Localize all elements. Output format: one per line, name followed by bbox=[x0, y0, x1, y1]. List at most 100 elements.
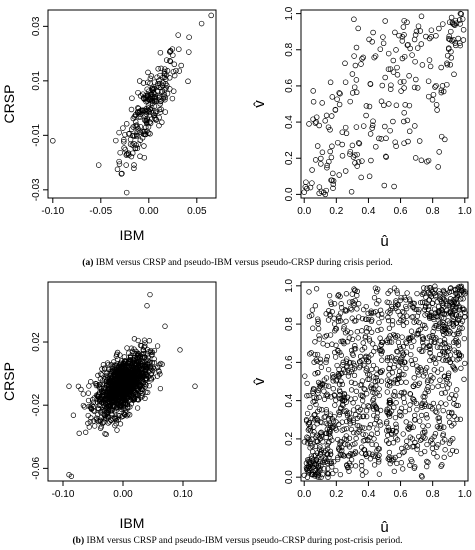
data-point bbox=[363, 303, 369, 310]
data-point bbox=[107, 419, 113, 425]
data-point bbox=[396, 393, 402, 399]
x-tick-label: 0.6 bbox=[394, 489, 408, 500]
data-point bbox=[412, 155, 419, 161]
data-point bbox=[304, 410, 311, 417]
data-point bbox=[401, 371, 407, 378]
data-point bbox=[114, 404, 120, 410]
data-point bbox=[457, 21, 463, 27]
data-point bbox=[348, 307, 355, 313]
data-point bbox=[430, 91, 437, 98]
y-tick-label: 0.2 bbox=[284, 432, 295, 446]
data-point bbox=[147, 131, 153, 137]
data-point bbox=[352, 363, 358, 369]
data-point bbox=[407, 391, 414, 397]
data-point bbox=[431, 290, 437, 297]
data-point bbox=[80, 402, 87, 409]
data-point bbox=[385, 66, 392, 72]
data-point bbox=[324, 353, 331, 360]
data-point bbox=[423, 294, 429, 300]
y-tick-label: 0.2 bbox=[284, 151, 295, 165]
data-point bbox=[462, 360, 468, 367]
data-point bbox=[119, 170, 125, 177]
data-point bbox=[353, 412, 359, 418]
data-point bbox=[358, 61, 364, 67]
data-point bbox=[460, 287, 466, 293]
data-point bbox=[408, 351, 414, 358]
data-point bbox=[451, 331, 457, 338]
data-point bbox=[460, 27, 467, 33]
data-point bbox=[306, 436, 312, 443]
x-tick-label: 0.0 bbox=[297, 489, 311, 500]
data-point bbox=[447, 359, 453, 365]
data-point bbox=[424, 463, 430, 470]
x-tick-label: -0.10 bbox=[52, 489, 75, 500]
data-point bbox=[442, 390, 448, 396]
data-point bbox=[97, 385, 103, 391]
data-point bbox=[356, 314, 362, 320]
data-point bbox=[116, 158, 122, 165]
data-point bbox=[446, 419, 453, 426]
data-point bbox=[455, 316, 461, 323]
data-point bbox=[441, 454, 447, 460]
data-point bbox=[411, 84, 418, 91]
data-point bbox=[330, 418, 337, 425]
data-point bbox=[324, 470, 330, 477]
data-point bbox=[162, 94, 169, 101]
data-point bbox=[440, 328, 446, 334]
data-point bbox=[394, 376, 401, 382]
data-point bbox=[359, 472, 366, 478]
data-point bbox=[176, 46, 182, 52]
data-point bbox=[304, 393, 310, 399]
data-point bbox=[441, 331, 447, 337]
data-point bbox=[396, 373, 402, 379]
data-point bbox=[346, 415, 352, 422]
data-point bbox=[439, 382, 446, 389]
data-point bbox=[343, 399, 349, 405]
data-point bbox=[393, 102, 400, 109]
data-point bbox=[312, 157, 319, 163]
data-point bbox=[121, 354, 128, 360]
data-point bbox=[324, 164, 330, 171]
data-point bbox=[176, 68, 183, 74]
data-point bbox=[440, 287, 447, 294]
data-point bbox=[143, 124, 149, 131]
data-point bbox=[96, 381, 103, 388]
data-point bbox=[379, 339, 385, 345]
data-point bbox=[312, 303, 319, 309]
data-point bbox=[459, 325, 465, 331]
data-point bbox=[347, 421, 353, 427]
data-point bbox=[387, 383, 393, 389]
data-point bbox=[346, 468, 352, 474]
data-point bbox=[454, 357, 460, 363]
data-point bbox=[112, 422, 118, 429]
data-point bbox=[339, 141, 345, 148]
data-point bbox=[121, 139, 127, 145]
data-point bbox=[343, 318, 349, 324]
data-point bbox=[323, 456, 329, 462]
data-point bbox=[339, 419, 345, 425]
data-point bbox=[459, 305, 466, 311]
data-point bbox=[348, 387, 355, 393]
data-point bbox=[406, 102, 413, 109]
plot-frame bbox=[47, 9, 217, 199]
data-point bbox=[314, 143, 321, 149]
data-point bbox=[328, 301, 335, 307]
y-tick-label: 0.8 bbox=[284, 317, 295, 331]
data-point bbox=[365, 371, 371, 377]
data-point bbox=[100, 362, 107, 368]
data-point bbox=[388, 82, 394, 88]
data-point bbox=[95, 162, 102, 168]
data-point bbox=[152, 94, 158, 100]
y-axis-label: CRSP bbox=[1, 362, 17, 401]
data-point bbox=[416, 346, 423, 353]
data-point bbox=[134, 405, 141, 411]
data-point bbox=[427, 63, 434, 70]
data-point bbox=[351, 372, 358, 379]
data-point bbox=[122, 131, 128, 138]
data-point bbox=[426, 343, 432, 349]
data-point bbox=[428, 287, 435, 293]
data-point bbox=[312, 371, 318, 377]
data-point bbox=[447, 285, 453, 292]
data-point bbox=[368, 431, 375, 437]
data-point bbox=[138, 375, 144, 381]
